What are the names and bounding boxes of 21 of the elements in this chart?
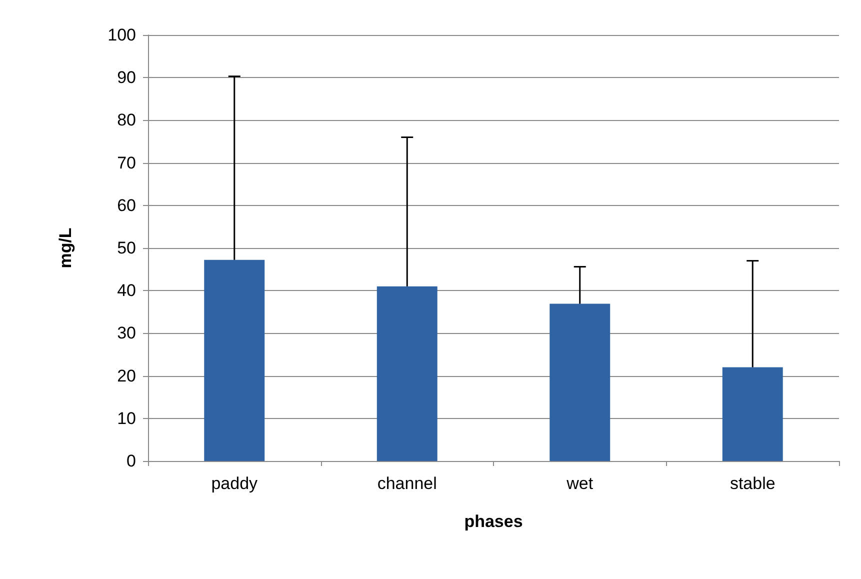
- y-tick-label: 90: [117, 68, 136, 88]
- y-axis-title: mg/L: [56, 228, 75, 268]
- y-tick-label: 70: [117, 153, 136, 172]
- bar: [204, 260, 265, 461]
- x-tick-label: paddy: [211, 474, 258, 493]
- bar: [550, 304, 610, 461]
- x-axis-title: phases: [464, 512, 523, 531]
- y-tick-label: 60: [117, 196, 136, 215]
- y-tick-label: 10: [117, 408, 136, 428]
- y-tick-label: 30: [117, 324, 136, 343]
- x-tick-label: wet: [566, 474, 594, 493]
- y-tick-label: 0: [126, 452, 136, 470]
- y-tick-label: 40: [117, 281, 136, 300]
- x-tick-label: channel: [377, 474, 437, 493]
- y-tick-label: 20: [117, 366, 136, 386]
- bar: [722, 367, 783, 461]
- bar: [376, 286, 438, 461]
- y-tick-label: 80: [117, 110, 136, 130]
- x-tick-label: stable: [730, 474, 776, 493]
- y-tick-label: 100: [108, 26, 136, 44]
- y-tick-label: 50: [117, 238, 136, 258]
